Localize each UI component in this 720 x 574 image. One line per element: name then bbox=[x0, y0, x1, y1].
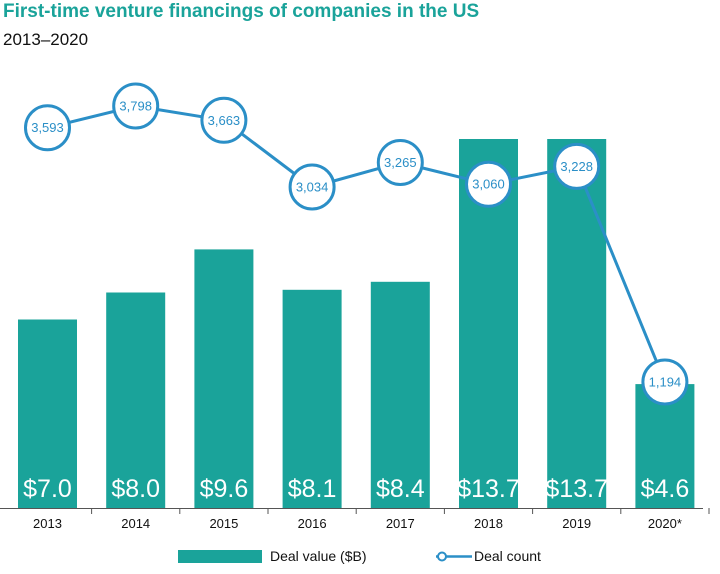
x-tick-label: 2020* bbox=[648, 516, 682, 531]
bar-value-label: $8.1 bbox=[288, 475, 337, 503]
x-tick-label: 2015 bbox=[209, 516, 238, 531]
deal-count-marker bbox=[376, 139, 424, 186]
deal-count-marker bbox=[112, 82, 160, 130]
bar-2016 bbox=[282, 289, 342, 508]
bars-layer bbox=[18, 139, 695, 508]
x-axis: 2013 2014 2015 2016 2017 2018 2019 2020* bbox=[0, 508, 710, 531]
bar-value-label: $8.4 bbox=[376, 475, 425, 503]
legend: Deal value ($B) Deal count bbox=[178, 548, 541, 564]
bar-2014 bbox=[106, 292, 166, 508]
deal-count-label: 1,194 bbox=[649, 375, 682, 390]
bar-value-label: $8.0 bbox=[111, 475, 160, 503]
deal-count-marker bbox=[465, 160, 512, 208]
chart-subtitle: 2013–2020 bbox=[3, 30, 89, 49]
deal-count-marker bbox=[641, 358, 689, 406]
bar-2017 bbox=[370, 281, 430, 508]
deal-count-label: 3,060 bbox=[472, 177, 505, 192]
deal-count-marker bbox=[200, 96, 248, 144]
bar-labels-layer: $7.0 $8.0 $9.6 $8.1 $8.4 $13.7 $13.7 $4.6 bbox=[23, 475, 689, 503]
legend-label-deal-value: Deal value ($B) bbox=[270, 548, 367, 564]
x-tick-label: 2014 bbox=[121, 516, 150, 531]
bar-value-label: $9.6 bbox=[200, 475, 249, 503]
deal-count-label: 3,228 bbox=[560, 159, 593, 174]
bar-2015 bbox=[194, 249, 254, 508]
bar-value-label: $13.7 bbox=[457, 475, 520, 503]
deal-count-label: 3,798 bbox=[119, 99, 152, 114]
bar-value-label: $7.0 bbox=[23, 475, 72, 503]
deal-count-label: 3,265 bbox=[384, 155, 417, 170]
deal-count-marker bbox=[24, 104, 71, 152]
legend-swatch-deal-count-marker bbox=[437, 551, 447, 562]
x-tick-label: 2013 bbox=[33, 516, 62, 531]
deal-count-label: 3,663 bbox=[208, 113, 241, 128]
bar-value-label: $4.6 bbox=[641, 475, 690, 503]
bar-2013 bbox=[18, 319, 77, 508]
x-tick-label: 2019 bbox=[562, 516, 591, 531]
deal-count-label: 3,034 bbox=[296, 180, 329, 195]
x-tick-label: 2018 bbox=[474, 516, 503, 531]
bar-value-label: $13.7 bbox=[545, 475, 608, 503]
deal-count-marker bbox=[553, 142, 601, 190]
legend-label-deal-count: Deal count bbox=[474, 548, 541, 564]
chart-title: First-time venture financings of compani… bbox=[3, 1, 480, 22]
x-tick-label: 2017 bbox=[386, 516, 415, 531]
deal-count-label: 3,593 bbox=[31, 120, 64, 135]
legend-swatch-deal-value bbox=[178, 550, 262, 563]
x-tick-label: 2016 bbox=[298, 516, 327, 531]
bar-2019 bbox=[547, 139, 607, 508]
deal-count-line-layer: 3,593 3,798 3,663 3,034 3,265 3,060 3,228 1,194 bbox=[24, 82, 689, 406]
deal-count-marker bbox=[288, 163, 336, 211]
